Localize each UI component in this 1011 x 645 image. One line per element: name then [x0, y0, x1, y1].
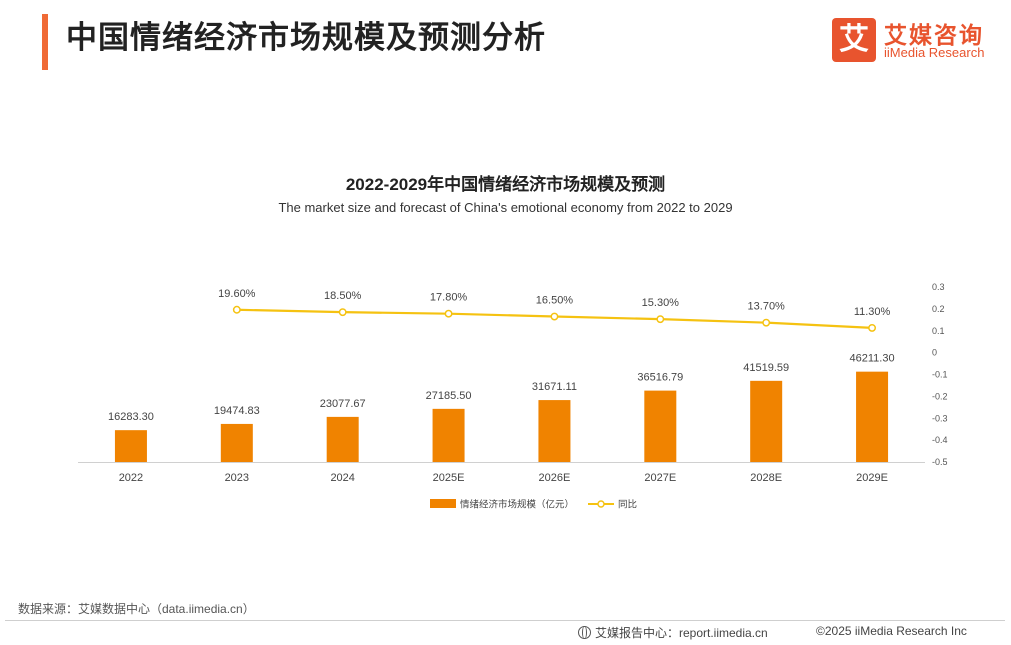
yoy-point: [444, 309, 453, 318]
legend-swatch-bar: [430, 499, 456, 508]
bar-2027E: [644, 390, 677, 462]
x-tick-label: 2028E: [750, 472, 782, 484]
bar-value-label: 46211.30: [850, 353, 895, 365]
x-tick-label: 2025E: [433, 472, 465, 484]
right-axis-tick-label: 0.3: [932, 282, 945, 292]
bar-value-label: 23077.67: [320, 398, 366, 410]
bar-value-label: 16283.30: [108, 411, 154, 423]
bar-value-label: 27185.50: [426, 390, 472, 402]
bar-2024: [326, 416, 359, 462]
x-tick-label: 2022: [119, 472, 143, 484]
footer-divider: [5, 620, 1005, 621]
title-accent-bar: [42, 14, 48, 70]
yoy-point: [656, 315, 665, 324]
bar-value-label: 31671.11: [532, 381, 577, 393]
globe-icon: [578, 626, 591, 639]
yoy-point: [232, 305, 241, 314]
yoy-value-label: 19.60%: [218, 288, 256, 300]
bar-2023: [220, 423, 253, 462]
right-axis-tick-label: -0.4: [932, 435, 948, 445]
bar-2022: [114, 430, 147, 462]
bar-2029E: [856, 371, 889, 462]
footer-report-center[interactable]: 艾媒报告中心：report.iimedia.cn: [578, 624, 768, 641]
report-center-text: 艾媒报告中心：report.iimedia.cn: [595, 626, 768, 640]
chart-title: 2022-2029年中国情绪经济市场规模及预测: [345, 175, 666, 194]
footer-copyright: ©2025 iiMedia Research Inc: [816, 624, 967, 638]
logo-name-en: iiMedia Research: [884, 45, 985, 60]
legend-swatch-marker: [597, 500, 605, 508]
right-axis-tick-label: -0.2: [932, 391, 948, 401]
legend-label-bar: 情绪经济市场规模（亿元）: [460, 499, 574, 511]
x-tick-label: 2023: [225, 472, 249, 484]
bar-2028E: [750, 380, 783, 462]
x-tick-label: 2027E: [644, 472, 676, 484]
yoy-point: [338, 308, 347, 317]
bar-2025E: [432, 408, 465, 462]
logo-name-cn: 艾媒咨询: [884, 22, 984, 48]
bar-value-label: 19474.83: [214, 405, 260, 417]
bar-value-label: 36516.79: [637, 372, 683, 384]
right-axis-tick-label: 0: [932, 348, 937, 358]
right-axis-tick-label: 0.1: [932, 326, 945, 336]
chart-subtitle: The market size and forecast of China's …: [278, 200, 733, 215]
legend-label-line: 同比: [618, 499, 637, 511]
x-tick-label: 2026E: [539, 472, 571, 484]
yoy-point: [550, 312, 559, 321]
page-title: 中国情绪经济市场规模及预测分析: [66, 20, 546, 55]
yoy-value-label: 11.30%: [854, 306, 891, 318]
yoy-value-label: 13.70%: [748, 301, 786, 313]
right-axis-tick-label: -0.1: [932, 370, 948, 380]
data-source: 数据来源：艾媒数据中心（data.iimedia.cn）: [18, 602, 255, 616]
yoy-value-label: 15.30%: [642, 297, 680, 309]
right-axis-tick-label: -0.3: [932, 413, 948, 423]
x-tick-label: 2029E: [856, 472, 888, 484]
yoy-value-label: 17.80%: [430, 292, 468, 304]
yoy-point: [762, 318, 771, 327]
right-axis-tick-label: -0.5: [932, 457, 948, 467]
bar-value-label: 41519.59: [743, 362, 789, 374]
yoy-value-label: 16.50%: [536, 295, 574, 307]
yoy-value-label: 18.50%: [324, 290, 362, 302]
iimedia-logo[interactable]: 艾 艾媒咨询 iiMedia Research: [832, 14, 1002, 66]
logo-glyph: 艾: [839, 23, 869, 56]
bar-2026E: [538, 400, 571, 462]
logo-badge: [832, 18, 876, 62]
x-tick-label: 2024: [330, 472, 354, 484]
right-axis-tick-label: 0.2: [932, 304, 945, 314]
yoy-point: [868, 323, 877, 332]
